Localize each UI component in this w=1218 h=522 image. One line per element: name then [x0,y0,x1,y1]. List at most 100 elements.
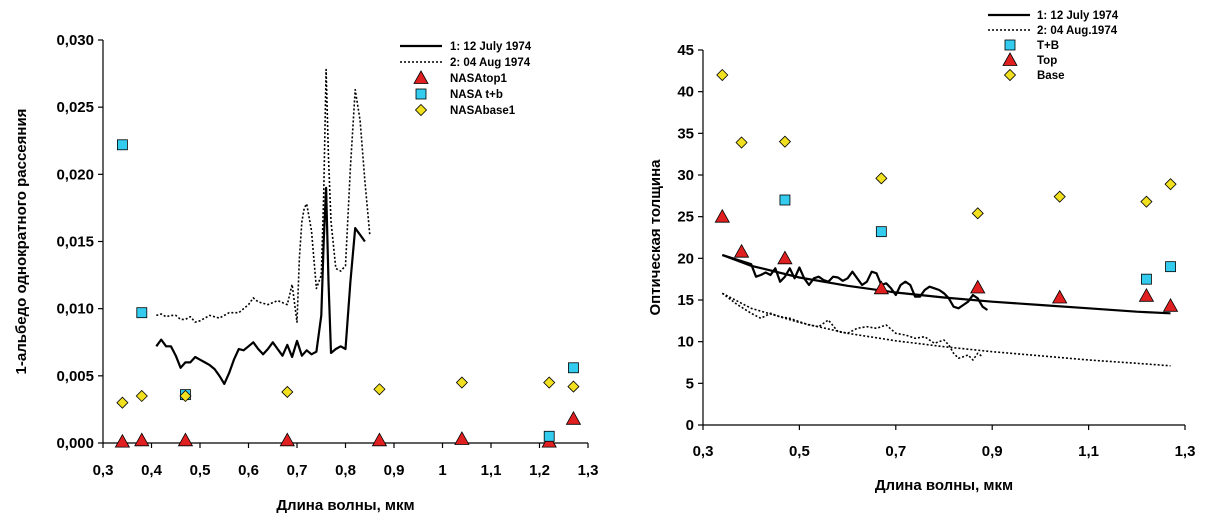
legend-entry: NASA t+b [450,89,503,101]
legend-marker-diamond [1003,68,1017,82]
data-point-base [1053,190,1066,203]
data-point-nasabase1 [116,396,129,409]
data-point-top [777,250,793,265]
data-point-base [875,172,888,185]
y-tick-label: 0,000 [56,435,94,452]
y-tick-label: 0,020 [56,166,94,183]
x-tick-label: 1,3 [578,462,599,479]
data-point-top [733,243,750,258]
data-point-nasabase1 [179,389,192,403]
data-point-t-b [1165,261,1176,273]
y-tick-label: 5 [686,375,694,392]
x-tick-label: 0,8 [335,462,356,479]
x-tick-label: 1 [438,462,446,479]
y-axis-title: Оптическая толщина [647,159,664,316]
data-point-base [1140,195,1153,208]
data-point-t-b [717,22,727,32]
legend-entry: 1: 12 July 1974 [1037,10,1119,22]
x-axis-title: Длина волны, мкм [276,497,414,514]
data-point-top [1162,298,1179,312]
y-tick-label: 30 [677,167,694,184]
y-tick-label: 15 [677,292,694,309]
data-point-nasabase1 [455,376,468,389]
data-point-top [714,208,730,223]
x-tick-label: 0,4 [141,462,163,479]
y-tick-label: 0 [686,417,694,434]
x-axis-title: Длина волны, мкм [875,477,1013,494]
series-line-2-04-aug-1974 [721,292,1171,367]
y-tick-label: 35 [677,125,694,142]
y-tick-label: 10 [677,334,694,351]
y-tick-label: 0,015 [56,234,94,251]
legend-marker-triangle [413,70,429,84]
legend-marker-square [415,88,427,100]
x-tick-label: 0,7 [885,443,906,460]
data-point-nasa-t-b [568,362,579,374]
data-point-top [1051,289,1068,304]
data-point-nasatop1 [371,432,388,447]
data-point-base [778,135,792,148]
data-point-t-b [875,226,887,238]
data-point-nasatop1 [565,411,582,425]
data-point-base [735,136,748,149]
legend-entry: 1: 12 July 1974 [450,41,532,53]
data-point-nasabase1 [373,383,386,396]
series-line-1-12-july-1974 [721,253,1171,315]
data-point-nasatop1 [114,433,131,448]
x-tick-label: 1,1 [1078,443,1099,460]
plot-area [114,68,582,448]
y-tick-label: 0,005 [56,368,94,385]
data-point-nasa-t-b [117,139,128,151]
x-tick-label: 0,3 [93,462,114,479]
legend-entry: NASAbase1 [450,105,516,117]
chart-single-scattering: 0,000 0,005 0,010 0,015 0,020 0,025 0,030 0,3 0,… [13,32,598,514]
legend: 1: 12 July 1974 2: 04 Aug.1974 T+B Top Base [988,10,1119,82]
data-point-nasatop1 [279,432,295,447]
y-tick-label: 0,030 [56,32,94,49]
data-point-nasabase1 [567,380,580,393]
legend-entry: NASAtop1 [450,73,507,85]
legend-marker-square [1004,39,1016,51]
data-point-top [970,279,986,294]
x-tick-label: 0,5 [190,462,211,479]
y-tick-label: 45 [677,42,694,59]
x-tick-label: 0,7 [287,462,308,479]
data-point-nasatop1 [134,432,150,447]
legend-marker-triangle [1002,52,1018,66]
legend: 1: 12 July 1974 2: 04 Aug 1974 NASAtop1 NAS… [400,41,532,117]
x-tick-label: 1,2 [529,462,550,479]
x-tick-label: 0,3 [693,443,714,460]
data-point-base [971,207,984,220]
data-point-base [1164,178,1177,191]
data-point-top [1138,288,1155,302]
y-tick-label: 0,010 [56,301,94,318]
x-tick-label: 1,3 [1175,443,1196,460]
data-point-t-b [1141,273,1152,285]
data-point-nasatop1 [454,431,470,445]
x-tick-label: 0,6 [238,462,259,479]
x-tick-label: 0,5 [789,443,810,460]
series-line-1-12-july-1974 [721,253,989,311]
y-tick-label: 25 [677,209,694,226]
x-tick-label: 1,1 [481,462,502,479]
y-tick-label: 20 [677,250,694,267]
legend-entry: Base [1037,70,1065,82]
legend-entry: T+B [1037,40,1059,52]
plot-area [714,22,1179,367]
legend-entry: 2: 04 Aug.1974 [1037,25,1118,37]
data-point-top [873,280,890,295]
data-point-nasabase1 [281,385,294,399]
y-tick-label: 40 [677,84,694,101]
data-point-nasabase1 [135,389,148,403]
data-point-nasa-t-b [136,307,148,319]
data-point-nasa-t-b [543,430,555,442]
data-point-nasabase1 [543,376,556,389]
data-point-base [716,68,729,82]
y-axis-title: 1-альбедо однократного рассеяния [13,109,30,375]
series-line-2-04-aug-1974 [156,68,371,323]
legend-entry: Top [1037,55,1057,67]
series-line-1-12-july-1974 [155,186,366,385]
legend-entry: 2: 04 Aug 1974 [450,57,531,69]
